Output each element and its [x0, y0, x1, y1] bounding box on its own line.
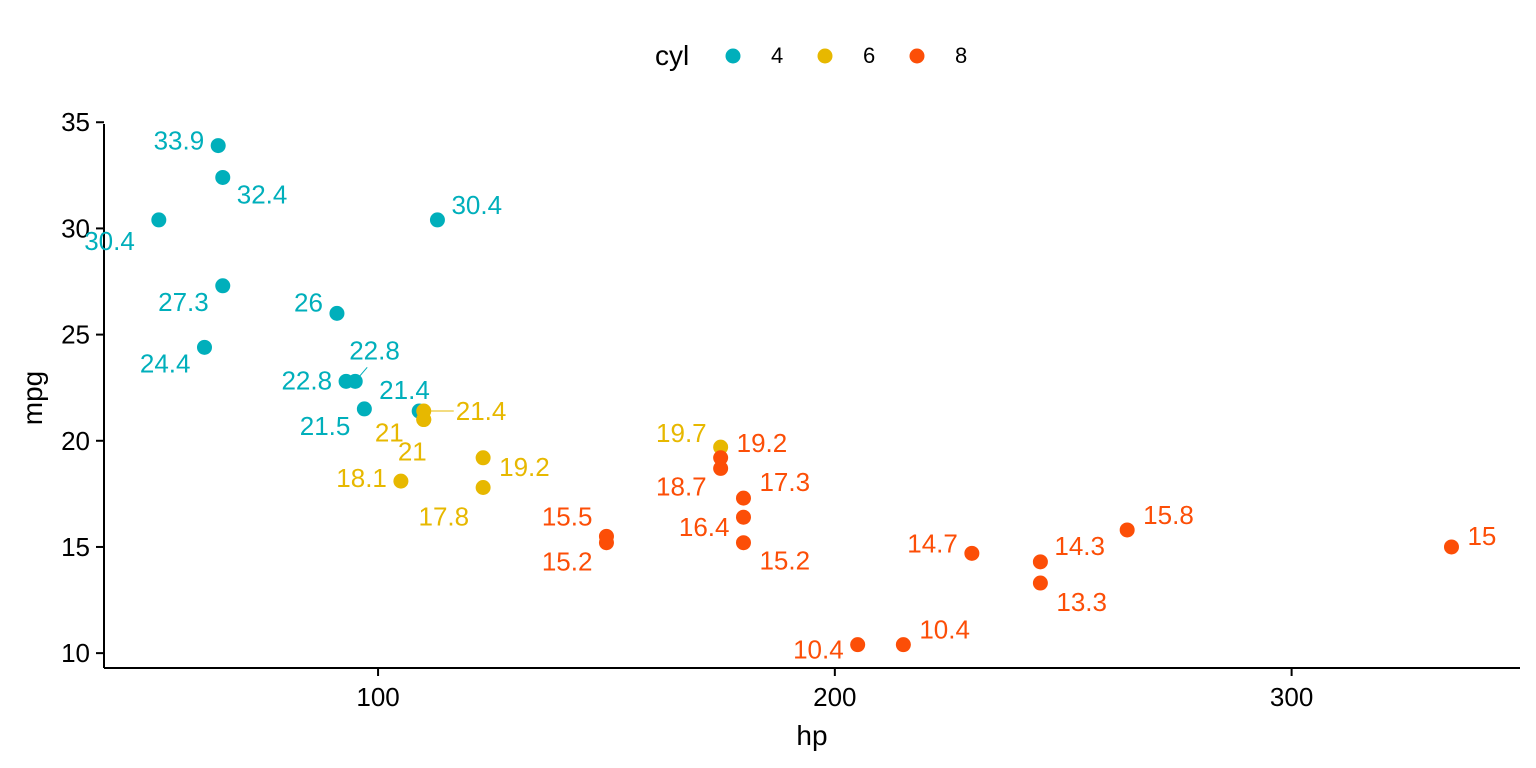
- point-cyl6: [713, 439, 729, 455]
- point-label: 15.5: [542, 501, 593, 531]
- axes: 100 200 300 10 15 20 25 30 35: [61, 107, 1520, 712]
- point-cyl4: [356, 401, 372, 417]
- point-label: 15.8: [1143, 500, 1194, 530]
- point-label: 16.4: [679, 512, 730, 542]
- point-cyl6: [475, 479, 491, 495]
- data-labels: 22.8 24.4 22.8 32.4 30.4 33.9 21.5 27.3 26 30.4 21…: [84, 126, 1496, 665]
- legend-key-4: [725, 48, 741, 64]
- point-cyl8: [1443, 539, 1459, 555]
- y-tick-label: 20: [61, 426, 90, 456]
- point-label: 18.7: [656, 471, 707, 501]
- legend-key-8: [909, 48, 925, 64]
- point-label: 15.2: [542, 547, 593, 577]
- legend: cyl 4 6 8: [655, 40, 967, 71]
- point-cyl8: [1032, 575, 1048, 591]
- point-cyl8: [895, 637, 911, 653]
- point-cyl8: [850, 637, 866, 653]
- x-tick-label: 300: [1270, 682, 1313, 712]
- point-label: 19.2: [737, 428, 788, 458]
- y-tick-label: 35: [61, 107, 90, 137]
- point-label: 14.7: [907, 528, 958, 558]
- point-label: 33.9: [154, 126, 205, 156]
- x-axis-title: hp: [796, 720, 827, 751]
- point-label: 32.4: [237, 179, 288, 209]
- point-label: 18.1: [336, 463, 387, 493]
- point-label: 15.2: [759, 546, 810, 576]
- point-cyl4: [329, 305, 345, 321]
- point-cyl6: [393, 473, 409, 489]
- point-label: 19.2: [499, 452, 550, 482]
- point-label: 21: [375, 418, 404, 448]
- legend-key-6: [817, 48, 833, 64]
- legend-label-8: 8: [955, 43, 967, 68]
- y-axis-title: mpg: [17, 371, 48, 425]
- point-label: 22.8: [281, 365, 332, 395]
- point-cyl8: [713, 450, 729, 466]
- point-label: 15: [1467, 521, 1496, 551]
- point-label: 24.4: [140, 348, 191, 378]
- point-label: 30.4: [451, 190, 502, 220]
- point-label: 10.4: [793, 635, 844, 665]
- point-cyl4: [196, 339, 212, 355]
- point-cyl8: [598, 535, 614, 551]
- point-label: 21: [398, 437, 427, 467]
- point-label: 27.3: [158, 287, 209, 317]
- point-cyl8: [1032, 554, 1048, 570]
- point-cyl4: [429, 212, 445, 228]
- y-tick-label: 25: [61, 320, 90, 350]
- point-cyl4: [215, 278, 231, 294]
- legend-label-4: 4: [771, 43, 783, 68]
- point-label: 14.3: [1054, 531, 1105, 561]
- point-cyl8: [964, 545, 980, 561]
- point-label: 17.3: [759, 467, 810, 497]
- point-cyl6: [475, 450, 491, 466]
- y-tick-label: 10: [61, 638, 90, 668]
- x-tick-label: 100: [356, 682, 399, 712]
- data-points: [151, 138, 1459, 653]
- point-label: 26: [294, 287, 323, 317]
- point-label: 30.4: [84, 226, 135, 256]
- point-cyl8: [713, 460, 729, 476]
- y-tick-label: 30: [61, 213, 90, 243]
- point-label: 10.4: [919, 615, 970, 645]
- point-label: 21.4: [379, 375, 430, 405]
- y-tick-label: 15: [61, 532, 90, 562]
- point-label: 21.5: [300, 411, 351, 441]
- point-label: 21.4: [456, 396, 507, 426]
- point-cyl4: [210, 138, 226, 154]
- legend-label-6: 6: [863, 43, 875, 68]
- legend-title: cyl: [655, 40, 689, 71]
- point-cyl8: [735, 509, 751, 525]
- point-cyl4: [215, 169, 231, 185]
- point-label: 19.7: [656, 418, 707, 448]
- point-label: 17.8: [419, 501, 470, 531]
- point-label: 22.8: [349, 335, 400, 365]
- x-tick-label: 200: [813, 682, 856, 712]
- point-cyl8: [1119, 522, 1135, 538]
- point-cyl4: [151, 212, 167, 228]
- point-cyl8: [735, 490, 751, 506]
- point-label: 13.3: [1056, 587, 1107, 617]
- label-connector: [354, 366, 368, 382]
- point-cyl8: [735, 535, 751, 551]
